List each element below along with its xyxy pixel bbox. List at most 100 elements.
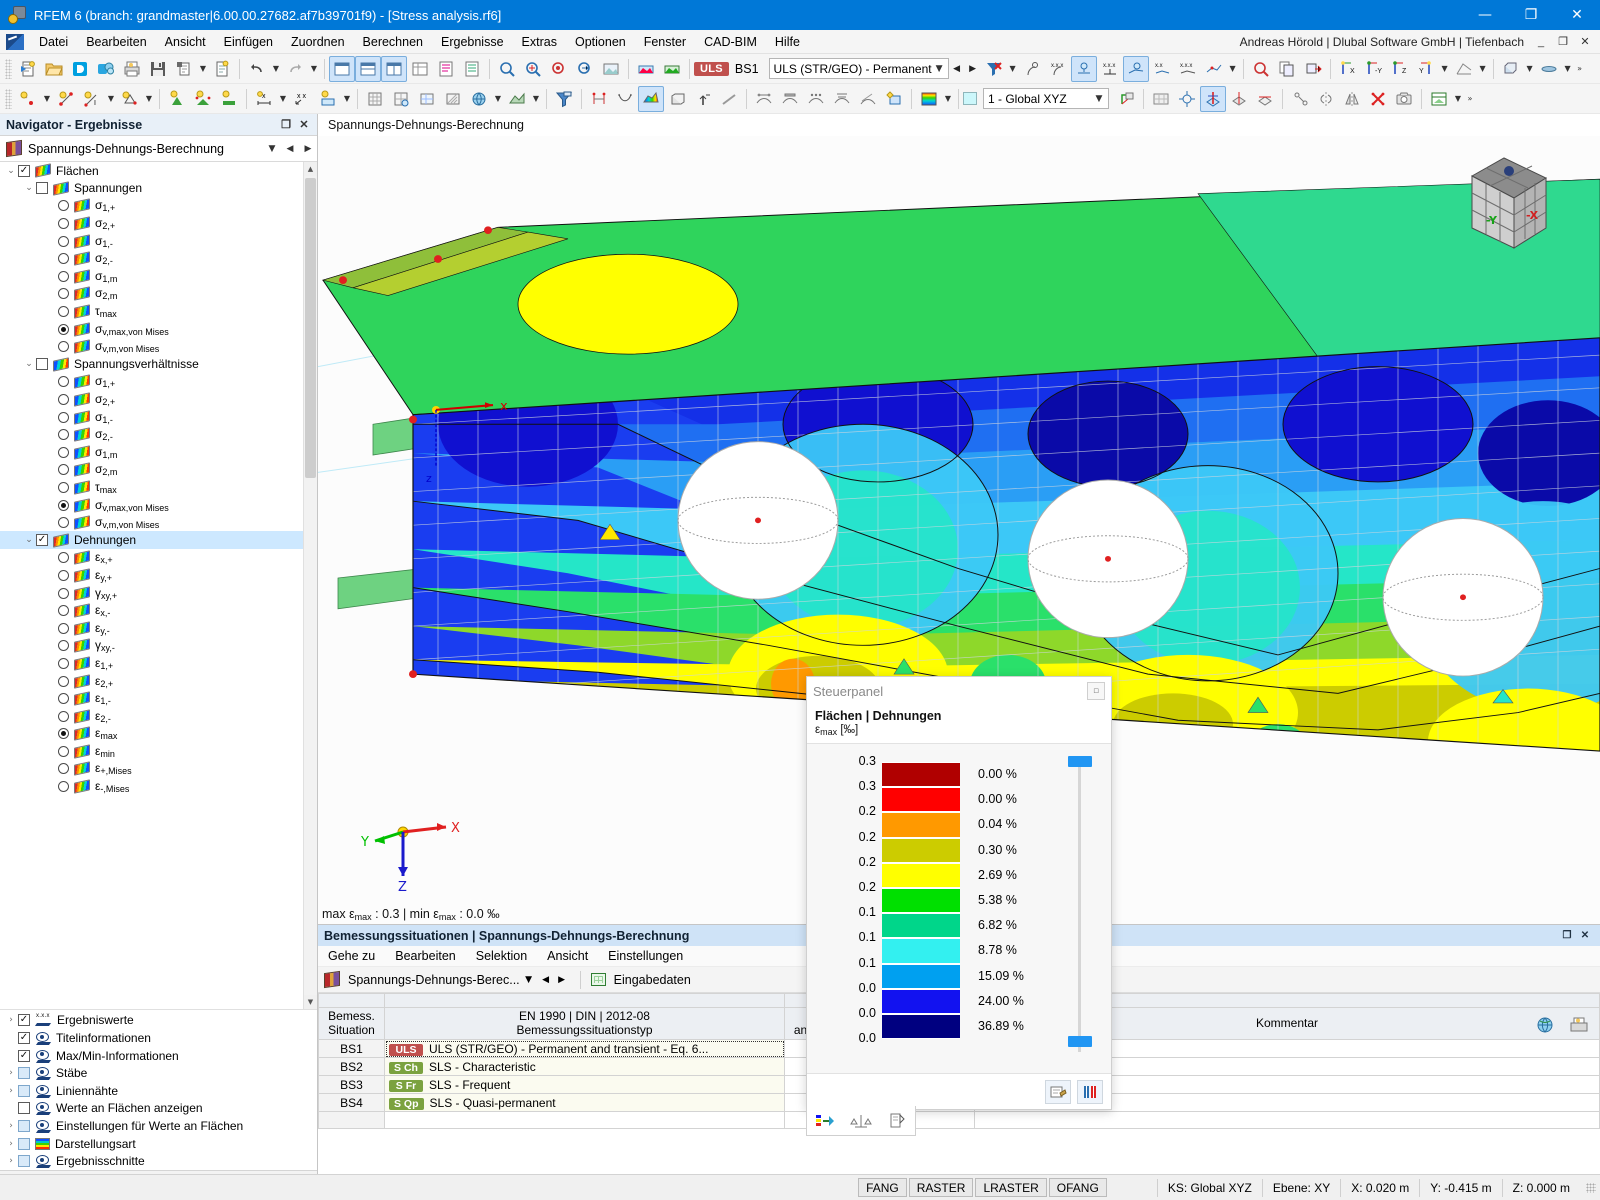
row-type-cell[interactable]: S Fr SLS - Frequent — [384, 1075, 785, 1094]
result-value-single-icon[interactable] — [1019, 56, 1045, 82]
tree-item--1-[interactable]: ε1,+ — [0, 655, 303, 673]
radio-button[interactable] — [58, 640, 69, 652]
mesh-settings-icon[interactable] — [388, 86, 414, 112]
open-folder-icon[interactable] — [41, 56, 67, 82]
tree-item--2-[interactable]: σ2,- — [0, 426, 303, 444]
tree-item--xy-[interactable]: γxy,- — [0, 637, 303, 655]
resize-grip[interactable] — [1586, 1182, 1596, 1193]
row-type-cell[interactable]: S Ch SLS - Characteristic — [384, 1057, 785, 1076]
document-list-icon[interactable] — [459, 56, 485, 82]
next-loadcase-icon[interactable]: ▶ — [969, 63, 976, 74]
expander-icon[interactable]: › — [9, 1085, 13, 1096]
printout-report-icon[interactable] — [433, 56, 459, 82]
col-header-situation[interactable]: Bemess. Situation — [318, 1007, 385, 1040]
bp-menu-ansicht[interactable]: Ansicht — [547, 949, 589, 963]
radio-button[interactable] — [58, 569, 69, 581]
mesh-icon[interactable] — [362, 86, 388, 112]
row-type-cell[interactable]: ULS ULS (STR/GEO) - Permanent and transie… — [384, 1039, 785, 1058]
radio-button[interactable] — [58, 605, 69, 617]
result-line-1-icon[interactable] — [751, 86, 777, 112]
panel-close-icon[interactable]: ✕ — [1580, 930, 1590, 941]
bp-menu-einstellungen[interactable]: Einstellungen — [608, 949, 684, 963]
filter-results-icon[interactable] — [551, 86, 577, 112]
grid-snap-icon[interactable] — [1148, 86, 1174, 112]
navigator-model-combo[interactable]: Spannungs-Dehnungs-Berechnung ▼ ◀ ▶ — [0, 136, 317, 162]
tree-item--2-m[interactable]: σ2,m — [0, 461, 303, 479]
tree-item--1-m[interactable]: σ1,m — [0, 444, 303, 462]
tree-item--mises[interactable]: ε-,Mises — [0, 778, 303, 796]
undo-dropdown-icon[interactable]: ▼ — [272, 64, 280, 73]
menu-fenster[interactable]: Fenster — [643, 34, 687, 49]
tree-item--2-[interactable]: σ2,+ — [0, 391, 303, 409]
result-values-multiple-icon[interactable]: x.x.x — [1045, 56, 1071, 82]
snap-toggle-ofang[interactable]: OFANG — [1048, 1178, 1107, 1197]
new-line-dim-icon[interactable]: I — [79, 86, 105, 112]
toolbar-overflow-icon[interactable]: » — [1467, 94, 1473, 103]
radio-button[interactable] — [58, 306, 69, 318]
new-line-support-icon[interactable] — [190, 86, 216, 112]
section-plane-icon[interactable] — [1536, 56, 1562, 82]
checkbox[interactable] — [18, 1102, 30, 1115]
view-cube[interactable]: -Y -X — [1442, 148, 1562, 258]
legend-color-band[interactable] — [882, 888, 960, 914]
checkbox[interactable] — [18, 1155, 30, 1168]
tree-item--max[interactable]: εmax — [0, 725, 303, 743]
print-preview-icon[interactable] — [1566, 1013, 1592, 1037]
checkbox[interactable] — [36, 358, 48, 371]
globe-icon[interactable] — [466, 86, 492, 112]
tree-item--2-[interactable]: σ2,+ — [0, 215, 303, 233]
tree-item-spannungsverh-ltnisse[interactable]: ⌄ Spannungsverhältnisse — [0, 356, 303, 374]
tree-item--xy-[interactable]: γxy,+ — [0, 584, 303, 602]
tree-item--1-[interactable]: σ1,+ — [0, 373, 303, 391]
color-scale-dropdown-icon[interactable]: ▼ — [944, 94, 952, 103]
scroll-down-icon[interactable]: ▼ — [304, 994, 317, 1009]
table-view-icon[interactable] — [407, 56, 433, 82]
coordinate-system-combo[interactable]: 1 - Global XYZ ▼ — [983, 88, 1109, 109]
line-result-icon[interactable] — [716, 86, 742, 112]
legend-range-slider[interactable] — [1060, 754, 1100, 1054]
slider-knob-lower[interactable] — [1068, 1036, 1092, 1047]
print-preview-icon[interactable] — [119, 56, 145, 82]
radio-button[interactable] — [58, 763, 69, 775]
legend-color-band[interactable] — [882, 762, 960, 788]
control-panel-tab-factors[interactable] — [843, 1107, 879, 1135]
solid-model-icon[interactable] — [1498, 56, 1524, 82]
expander-icon[interactable]: ⌄ — [25, 183, 33, 194]
result-line-5-icon[interactable] — [855, 86, 881, 112]
expander-icon[interactable]: › — [9, 1138, 13, 1149]
radio-button[interactable] — [58, 376, 69, 388]
radio-button[interactable] — [58, 394, 69, 406]
radio-button[interactable] — [58, 657, 69, 669]
tree-item-einstellungen-f-r-werte-an-fl-chen[interactable]: › Einstellungen für Werte an Flächen — [0, 1117, 317, 1135]
solid-results-icon[interactable] — [664, 86, 690, 112]
bp-next-icon[interactable]: ▶ — [558, 974, 566, 985]
row-id-cell[interactable]: BS2 — [318, 1057, 385, 1076]
expander-icon[interactable]: › — [9, 1015, 13, 1026]
slider-knob-upper[interactable] — [1068, 756, 1092, 767]
row-type-cell[interactable]: S Qp SLS - Quasi-permanent — [384, 1093, 785, 1112]
expander-icon[interactable]: › — [9, 1156, 13, 1167]
new-surface-support-icon[interactable] — [216, 86, 242, 112]
show-values-on-surfaces-icon[interactable] — [1070, 55, 1097, 82]
radio-button[interactable] — [58, 218, 69, 230]
menu-bearbeiten[interactable]: Bearbeiten — [86, 34, 147, 49]
panel-restore-icon[interactable]: ❐ — [1562, 930, 1572, 941]
row-comment-cell[interactable] — [974, 1039, 1600, 1058]
chevron-down-icon[interactable]: ▼ — [935, 63, 943, 74]
dimension-dropdown-icon[interactable]: ▼ — [279, 94, 287, 103]
checkbox[interactable] — [18, 1120, 30, 1133]
legend-scale-icon[interactable] — [1077, 1079, 1103, 1104]
legend-color-band[interactable] — [882, 787, 960, 813]
menu-datei[interactable]: Datei — [39, 34, 69, 49]
mdi-restore-button[interactable]: ❐ — [1558, 36, 1568, 48]
zoom-window-icon[interactable] — [494, 56, 520, 82]
toolbar-overflow-icon[interactable]: » — [1577, 64, 1582, 73]
scroll-up-icon[interactable]: ▲ — [304, 162, 317, 176]
result-line-4-icon[interactable] — [829, 86, 855, 112]
tree-item--y-[interactable]: εy,- — [0, 619, 303, 637]
radio-button[interactable] — [58, 745, 69, 757]
results-compare-icon[interactable] — [659, 56, 685, 82]
menu-berechnen[interactable]: Berechnen — [362, 34, 423, 49]
dimension-x-icon[interactable]: x — [251, 86, 277, 112]
previous-loadcase-icon[interactable]: ◀ — [953, 63, 960, 74]
